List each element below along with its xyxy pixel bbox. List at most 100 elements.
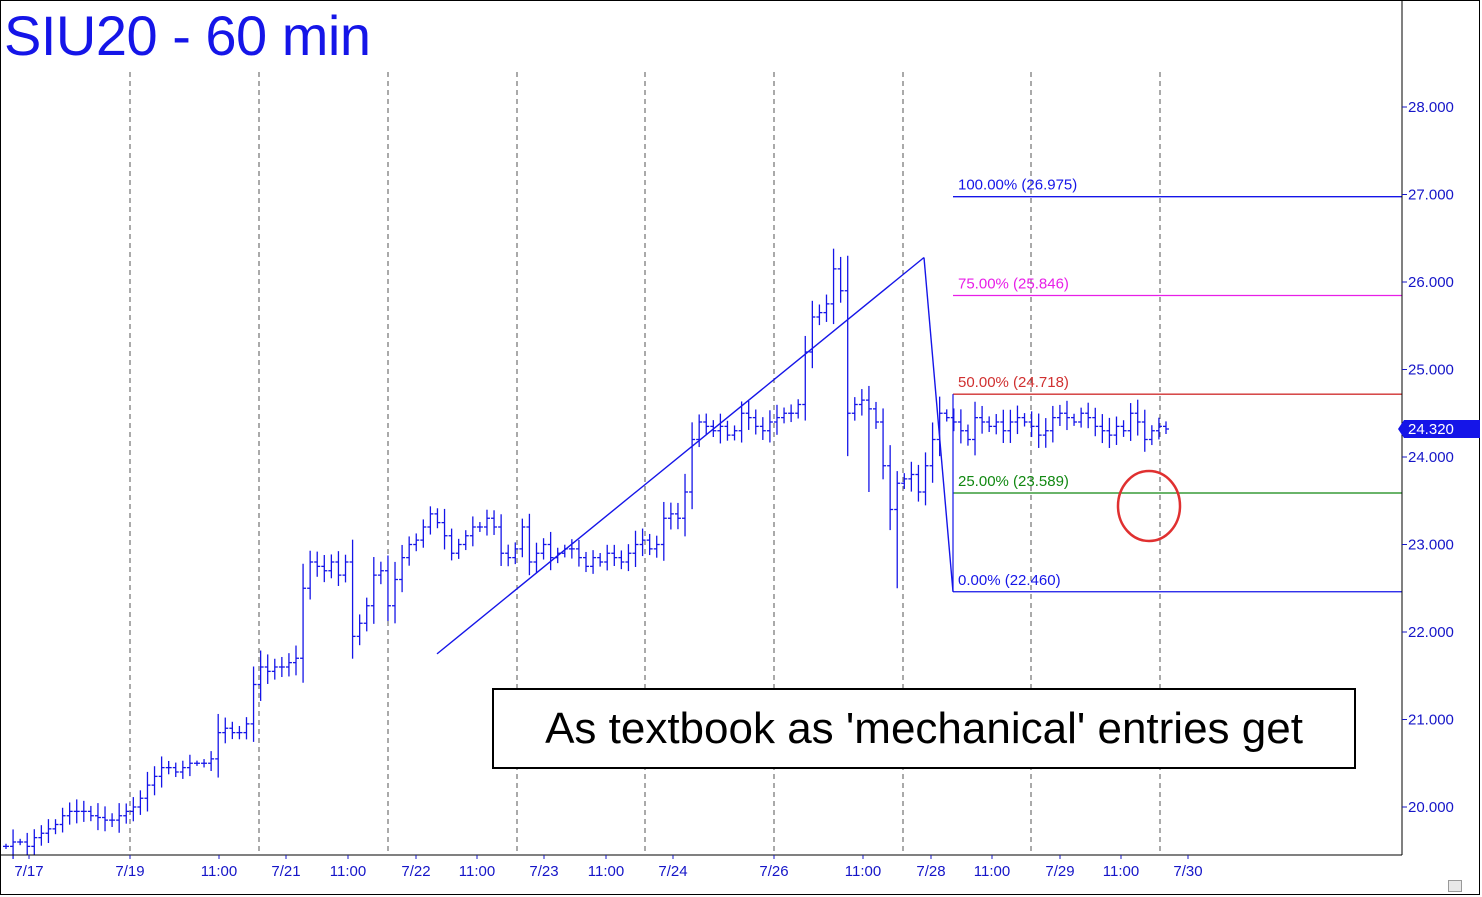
ohlc-bar — [788, 404, 795, 423]
ohlc-bar — [59, 807, 66, 833]
ohlc-bar — [533, 542, 540, 573]
ohlc-bar — [1113, 416, 1120, 445]
ohlc-bar — [420, 519, 427, 548]
ohlc-bar — [865, 385, 872, 492]
ohlc-bar — [158, 756, 165, 788]
ohlc-bar — [1078, 407, 1085, 428]
ohlc-bar — [186, 754, 193, 777]
ohlc-bar — [568, 539, 575, 559]
ohlc-bar — [491, 510, 498, 535]
price-tick-label: 26.000 — [1408, 274, 1454, 291]
ohlc-bar — [809, 300, 816, 369]
ohlc-bar — [710, 420, 717, 438]
price-tick-label: 25.000 — [1408, 362, 1454, 379]
ohlc-bar — [667, 502, 674, 530]
ohlc-bar — [752, 409, 759, 435]
swing-trendline-down — [923, 257, 954, 592]
ohlc-bar — [986, 416, 993, 432]
ohlc-bar — [31, 829, 38, 855]
ohlc-bar — [363, 597, 370, 632]
ohlc-bar — [943, 409, 950, 422]
ohlc-bar — [151, 766, 158, 796]
ohlc-bar — [222, 717, 229, 744]
ohlc-bar — [689, 422, 696, 510]
ohlc-bar — [1141, 409, 1148, 452]
ohlc-bar — [285, 653, 292, 677]
ohlc-bar — [201, 759, 208, 768]
fib-label: 25.00% (23.589) — [958, 473, 1069, 490]
ohlc-bar — [462, 530, 469, 551]
ohlc-bar — [1035, 413, 1042, 448]
ohlc-bar — [17, 838, 24, 846]
ohlc-bar — [540, 538, 547, 560]
ohlc-bar — [653, 535, 660, 558]
ohlc-bar — [639, 528, 646, 557]
ohlc-bar — [370, 557, 377, 624]
ohlc-bar — [399, 544, 406, 593]
ohlc-bar — [993, 414, 1000, 435]
ohlc-bar — [781, 407, 788, 424]
ohlc-bar — [1155, 417, 1162, 440]
ohlc-bar — [1092, 407, 1099, 437]
ohlc-bar — [52, 819, 59, 835]
price-tick-label: 24.000 — [1408, 449, 1454, 466]
ohlc-bar — [724, 420, 731, 441]
ohlc-bar — [738, 401, 745, 443]
ohlc-bar — [1056, 404, 1063, 426]
ohlc-bar — [73, 799, 80, 824]
ohlc-bar — [342, 554, 349, 583]
price-tick-label: 21.000 — [1408, 712, 1454, 729]
ohlc-bar — [936, 396, 943, 457]
ohlc-bar — [293, 645, 299, 676]
highlight-circle — [1116, 469, 1182, 543]
ohlc-bar — [682, 473, 689, 537]
ohlc-bar — [335, 551, 342, 586]
ohlc-bar — [38, 825, 45, 846]
ohlc-bar — [1148, 425, 1155, 446]
ohlc-bar — [66, 802, 73, 825]
price-tick-label: 20.000 — [1408, 799, 1454, 816]
ohlc-bar — [278, 656, 285, 678]
ohlc-bar — [894, 471, 901, 589]
ohlc-bar — [554, 547, 561, 564]
ohlc-bar — [10, 829, 17, 859]
ohlc-bar — [87, 805, 94, 822]
ohlc-bar — [406, 536, 413, 566]
ohlc-bar — [519, 518, 526, 558]
price-tick-label: 28.000 — [1408, 99, 1454, 116]
ohlc-bar — [505, 544, 512, 567]
ohlc-bar — [102, 806, 109, 832]
ohlc-bar — [929, 422, 936, 483]
ohlc-bar — [816, 304, 823, 326]
ohlc-bar — [427, 506, 434, 535]
ohlc-bar — [208, 751, 215, 772]
ohlc-bar — [469, 516, 476, 547]
ohlc-bar — [45, 819, 52, 843]
time-tick-label: 11:00 — [1103, 863, 1139, 880]
annotation-box: As textbook as 'mechanical' entries get — [492, 688, 1356, 769]
scrollbar-thumb[interactable] — [1448, 880, 1462, 892]
ohlc-bar — [1071, 413, 1078, 426]
time-tick-label: 7/26 — [759, 863, 788, 880]
ohlc-bar — [873, 401, 879, 429]
ohlc-bar — [392, 561, 399, 624]
fib-label: 50.00% (24.718) — [958, 374, 1069, 391]
ohlc-bar — [858, 389, 865, 416]
ohlc-bar — [759, 417, 766, 440]
ohlc-bar — [1049, 405, 1056, 443]
fib-label: 75.00% (25.846) — [958, 275, 1069, 292]
ohlc-bar — [271, 658, 278, 680]
ohlc-bar — [646, 533, 653, 556]
time-tick-label: 11:00 — [974, 863, 1010, 880]
time-tick-label: 7/23 — [529, 863, 558, 880]
ohlc-bar — [972, 401, 979, 456]
ohlc-bar — [144, 771, 151, 812]
price-tick-label: 23.000 — [1408, 537, 1454, 554]
ohlc-bar — [1134, 399, 1141, 436]
ohlc-bar — [349, 539, 356, 659]
ohlc-bar — [483, 509, 490, 536]
ohlc-bar — [618, 550, 625, 570]
trendline-group — [436, 256, 954, 655]
ohlc-bar — [575, 539, 582, 567]
ohlc-bar — [766, 410, 773, 443]
